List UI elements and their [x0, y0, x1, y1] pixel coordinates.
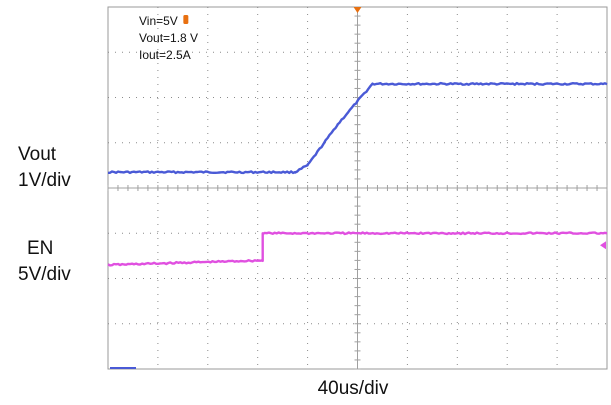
- vout-channel-name: Vout: [18, 144, 57, 165]
- grid: [107, 6, 608, 370]
- en-level-marker: [600, 241, 606, 250]
- en-channel-name: EN: [27, 238, 54, 259]
- vout-trace: [108, 81, 608, 175]
- test-conditions: Vin=5V Vout=1.8 V Iout=2.5A: [139, 13, 198, 64]
- traces: [107, 81, 608, 267]
- iout-annotation: Iout=2.5A: [139, 48, 191, 62]
- vin-annotation: Vin=5V: [139, 14, 178, 28]
- trigger-time-marker: [183, 15, 189, 24]
- vout-annotation: Vout=1.8 V: [139, 31, 199, 45]
- markers: [110, 7, 606, 369]
- trigger-position-marker: [353, 7, 362, 13]
- vout-channel-scale: 1V/div: [18, 170, 71, 191]
- en-trace: [107, 231, 608, 267]
- en-channel-scale: 5V/div: [18, 264, 71, 285]
- timebase-label: 40us/div: [317, 378, 389, 399]
